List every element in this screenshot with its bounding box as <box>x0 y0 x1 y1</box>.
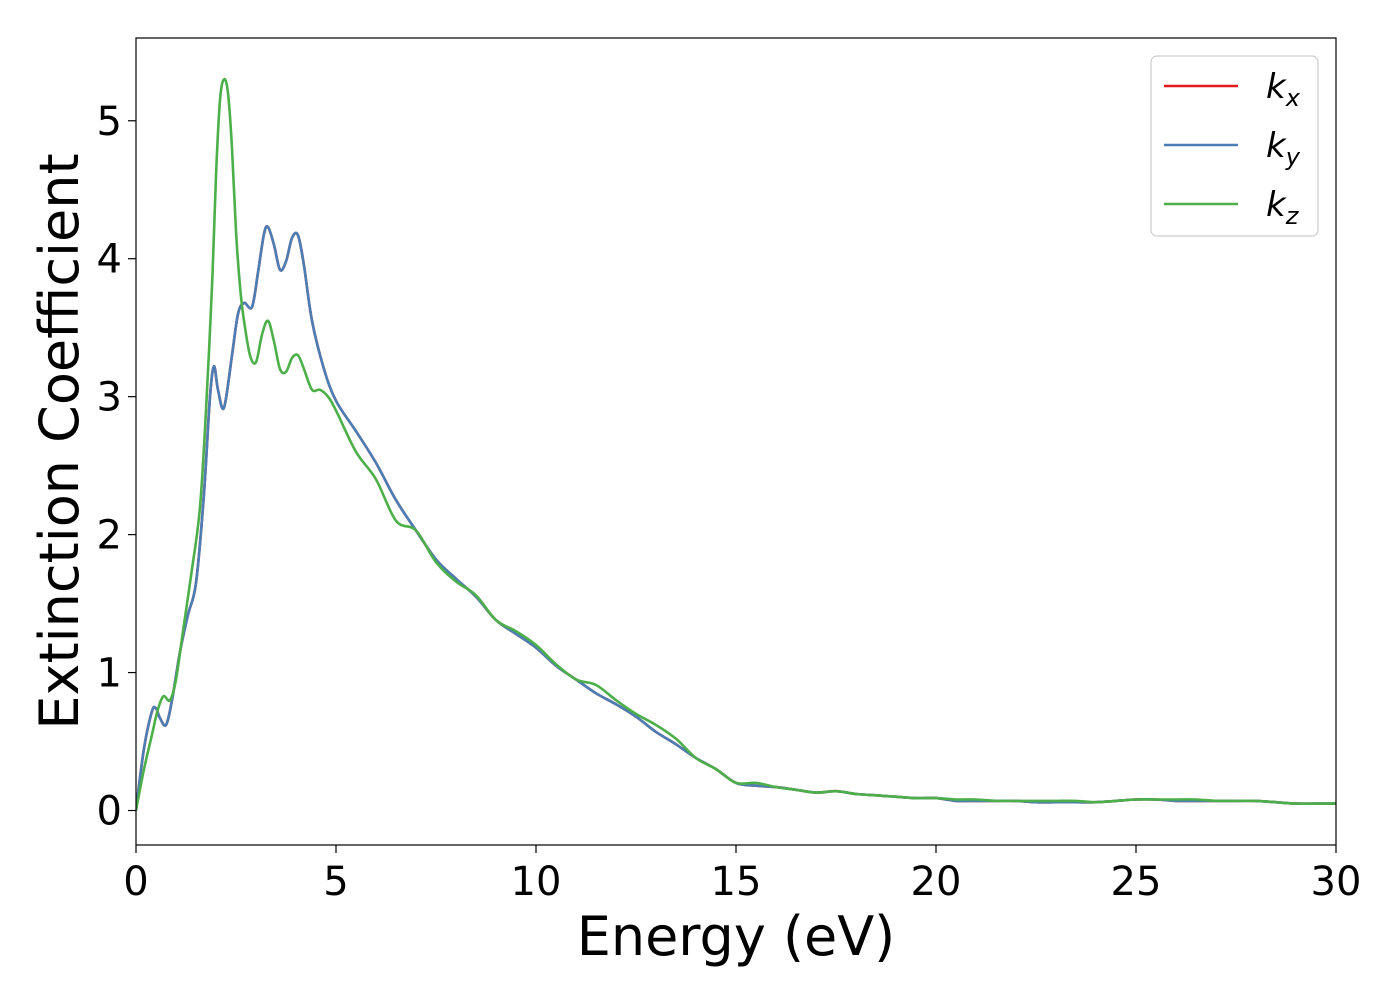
series-layer <box>136 77 1336 811</box>
legend-label-z: kz <box>1266 185 1300 230</box>
legend: kx ky kz <box>1150 55 1319 237</box>
x-tick-label: 10 <box>511 859 562 905</box>
x-tick-label: 5 <box>323 859 348 905</box>
x-tick-label: 15 <box>711 859 762 905</box>
y-tick-label: 1 <box>97 651 122 697</box>
x-tick-label: 20 <box>911 859 962 905</box>
y-axis-ticks: 0 1 2 3 4 5 <box>97 99 136 835</box>
y-tick-label: 2 <box>97 513 122 559</box>
x-tick-label: 0 <box>123 859 148 905</box>
y-tick-label: 3 <box>97 375 122 421</box>
x-tick-label: 25 <box>1111 859 1162 905</box>
y-tick-label: 0 <box>97 789 122 835</box>
y-axis-title: Extinction Coefficient <box>28 153 91 729</box>
y-tick-label: 5 <box>97 99 122 145</box>
series-line-z <box>136 77 1336 811</box>
y-tick-label: 4 <box>97 237 122 283</box>
legend-label-y: ky <box>1266 126 1301 171</box>
series-line-y <box>136 224 1336 811</box>
x-axis-ticks: 0 5 10 15 20 25 30 <box>123 845 1361 905</box>
legend-label-x: kx <box>1266 67 1301 112</box>
x-tick-label: 30 <box>1311 859 1362 905</box>
x-axis-title: Energy (eV) <box>577 905 896 968</box>
